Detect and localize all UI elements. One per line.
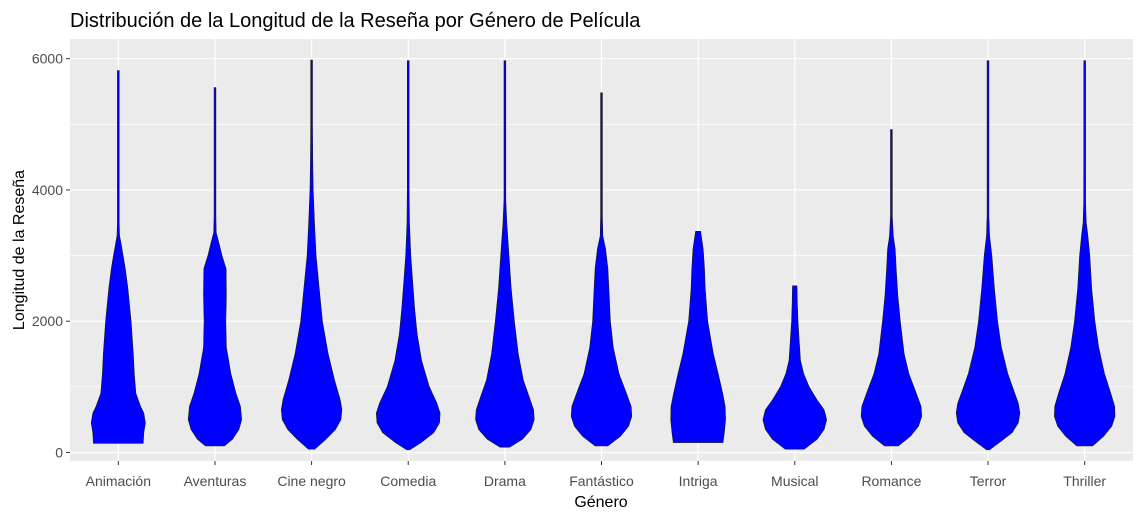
violin-cine-negro [281,59,343,450]
x-tick-label: Intriga [679,473,718,489]
y-axis-title: Longitud de la Reseña [11,170,28,330]
y-tick-label: 2000 [32,313,63,329]
x-tick-label: Comedia [380,473,436,489]
y-tick-label: 6000 [32,51,63,67]
y-axis: 0 2000 4000 6000 [32,51,70,460]
violin-aventuras [187,87,242,447]
x-tick-label: Aventuras [184,473,247,489]
chart-title: Distribución de la Longitud de la Reseña… [70,10,641,32]
x-tick-label: Romance [861,473,921,489]
violins [90,59,1116,451]
x-tick-label: Musical [771,473,818,489]
violin-musical [762,285,827,450]
x-tick-label: Terror [970,473,1007,489]
x-tick-label: Drama [484,473,526,489]
violin-thriller [1054,60,1116,447]
violin-terror [955,60,1021,451]
violin-drama [475,60,535,448]
violin-comedia [376,60,441,451]
violin-intriga [670,231,726,443]
violin-fantástico [570,92,633,447]
x-tick-label: Thriller [1063,473,1106,489]
violin-romance [860,129,922,447]
y-tick-label: 0 [55,444,63,460]
x-tick-label: Animación [86,473,151,489]
x-axis-title: Género [574,494,627,511]
y-tick-label: 4000 [32,182,63,198]
x-tick-label: Cine negro [277,473,346,489]
x-tick-label: Fantástico [569,473,634,489]
violin-animación [90,70,146,444]
x-axis: Animación Aventuras Cine negro Comedia Drama… [86,461,1106,489]
